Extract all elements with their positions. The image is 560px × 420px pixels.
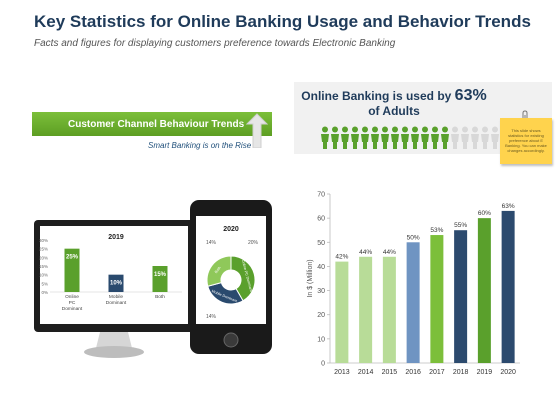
chart-2019-ytick: 25%: [39, 247, 48, 252]
monitor-neck: [96, 332, 132, 348]
trend-bar: [406, 242, 420, 363]
up-arrow-icon: [246, 113, 268, 148]
chart-2020-title: 2020: [223, 226, 239, 233]
usage-headline: Online Banking is used by 63% of Adults: [294, 88, 494, 119]
trend-bar: [501, 210, 515, 363]
person-icon: [371, 126, 379, 149]
channel-trends-banner: Customer Channel Behaviour Trends: [32, 112, 272, 136]
trend-ytick-label: 10: [317, 336, 325, 343]
person-icon: [341, 126, 349, 149]
trend-category-label: 2014: [358, 369, 374, 376]
trend-ytick-label: 70: [317, 192, 325, 199]
person-icon: [411, 126, 419, 149]
chart-2019-value-label: 15%: [154, 272, 167, 278]
trend-category-label: 2016: [405, 369, 421, 376]
chart-2019-bar: [152, 266, 168, 292]
usage-percent: 63%: [454, 87, 487, 104]
chart-2019-ytick: 5%: [41, 281, 48, 286]
person-icon: [421, 126, 429, 149]
chart-2020-value-label: 20%: [248, 240, 259, 246]
trend-category-label: 2020: [500, 369, 516, 376]
banner-subtitle: Smart Banking is on the Rise: [148, 141, 252, 150]
trend-bar: [454, 230, 468, 363]
chart-2019-value-label: 25%: [66, 255, 79, 261]
person-icon: [331, 126, 339, 149]
devices-illustration: 2019 0% 5% 10% 15% 20% 25% 30% 25% Online PC Domina…: [34, 200, 272, 358]
person-icon: [471, 126, 479, 149]
chart-2019-title: 2019: [108, 234, 124, 241]
person-icon: [451, 126, 459, 149]
trend-ytick-label: 50: [317, 240, 325, 247]
trend-category-label: 2018: [453, 369, 469, 376]
trend-value-label: 63%: [502, 203, 515, 210]
person-icon: [401, 126, 409, 149]
phone-home-button: [223, 332, 239, 348]
chart-2019: 2019 0% 5% 10% 15% 20% 25% 30% 25% Online PC Domina…: [39, 234, 182, 312]
trend-bar: [335, 261, 349, 363]
trend-bar: [359, 256, 373, 363]
trend-bar: [430, 235, 444, 363]
chart-2019-ytick: 15%: [39, 264, 48, 269]
people-icon-row: [321, 126, 519, 149]
chart-2019-value-label: 10%: [110, 281, 123, 287]
chart-2020-slice-label: Both: [214, 266, 222, 274]
chart-2020-value-label: 14%: [206, 314, 217, 320]
person-icon: [351, 126, 359, 149]
trend-bar-chart: 0 10 20 30 40 50 60 70 In $ (Million) 42% 2013 44% 2…: [307, 192, 520, 376]
trend-value-label: 60%: [478, 210, 491, 217]
chart-2019-ytick: 20%: [39, 255, 48, 260]
chart-2019-ytick: 0%: [41, 290, 48, 295]
trend-ytick-label: 30: [317, 288, 325, 295]
trend-value-label: 44%: [383, 249, 396, 256]
person-icon: [321, 126, 329, 149]
sticky-note: This slide shows statistics for existing…: [500, 118, 552, 164]
trend-ytick-label: 60: [317, 216, 325, 223]
trend-value-label: 50%: [407, 234, 420, 241]
trend-value-label: 55%: [454, 222, 467, 229]
trend-category-label: 2013: [334, 369, 350, 376]
chart-2019-ytick: 30%: [39, 238, 48, 243]
chart-2019-category-label: Both: [155, 294, 165, 300]
trend-category-label: 2017: [429, 369, 445, 376]
person-icon: [461, 126, 469, 149]
person-icon: [391, 126, 399, 149]
page-subtitle: Facts and figures for displaying custome…: [34, 38, 396, 49]
chart-2019-bar: [64, 248, 80, 292]
person-icon: [431, 126, 439, 149]
trend-bar: [382, 256, 396, 363]
chart-2019-category-label: Mobile Dominant: [106, 294, 127, 306]
usage-prefix: Online Banking is used by: [301, 89, 452, 103]
chart-2020-slice: [206, 255, 232, 287]
trend-value-label: 42%: [335, 254, 348, 261]
person-icon: [491, 126, 499, 149]
monitor-base: [84, 346, 144, 358]
trend-category-label: 2015: [382, 369, 398, 376]
trend-y-axis-label: In $ (Million): [307, 259, 314, 297]
trend-ytick-label: 40: [317, 264, 325, 271]
trend-value-label: 53%: [430, 227, 443, 234]
person-icon: [361, 126, 369, 149]
chart-2019-category-label: Online PC Dominant: [62, 294, 83, 312]
trend-value-label: 44%: [359, 249, 372, 256]
usage-suffix: of Adults: [368, 104, 420, 118]
chart-2019-ytick: 10%: [39, 273, 48, 278]
page-title: Key Statistics for Online Banking Usage …: [34, 12, 531, 31]
chart-2020-value-label: 14%: [206, 240, 217, 246]
person-icon: [381, 126, 389, 149]
trend-ytick-label: 20: [317, 312, 325, 319]
trend-ytick-label: 0: [321, 361, 325, 368]
trend-category-label: 2019: [477, 369, 493, 376]
trend-bar: [477, 218, 491, 363]
person-icon: [441, 126, 449, 149]
person-icon: [481, 126, 489, 149]
chart-2019-bar: [108, 274, 124, 292]
